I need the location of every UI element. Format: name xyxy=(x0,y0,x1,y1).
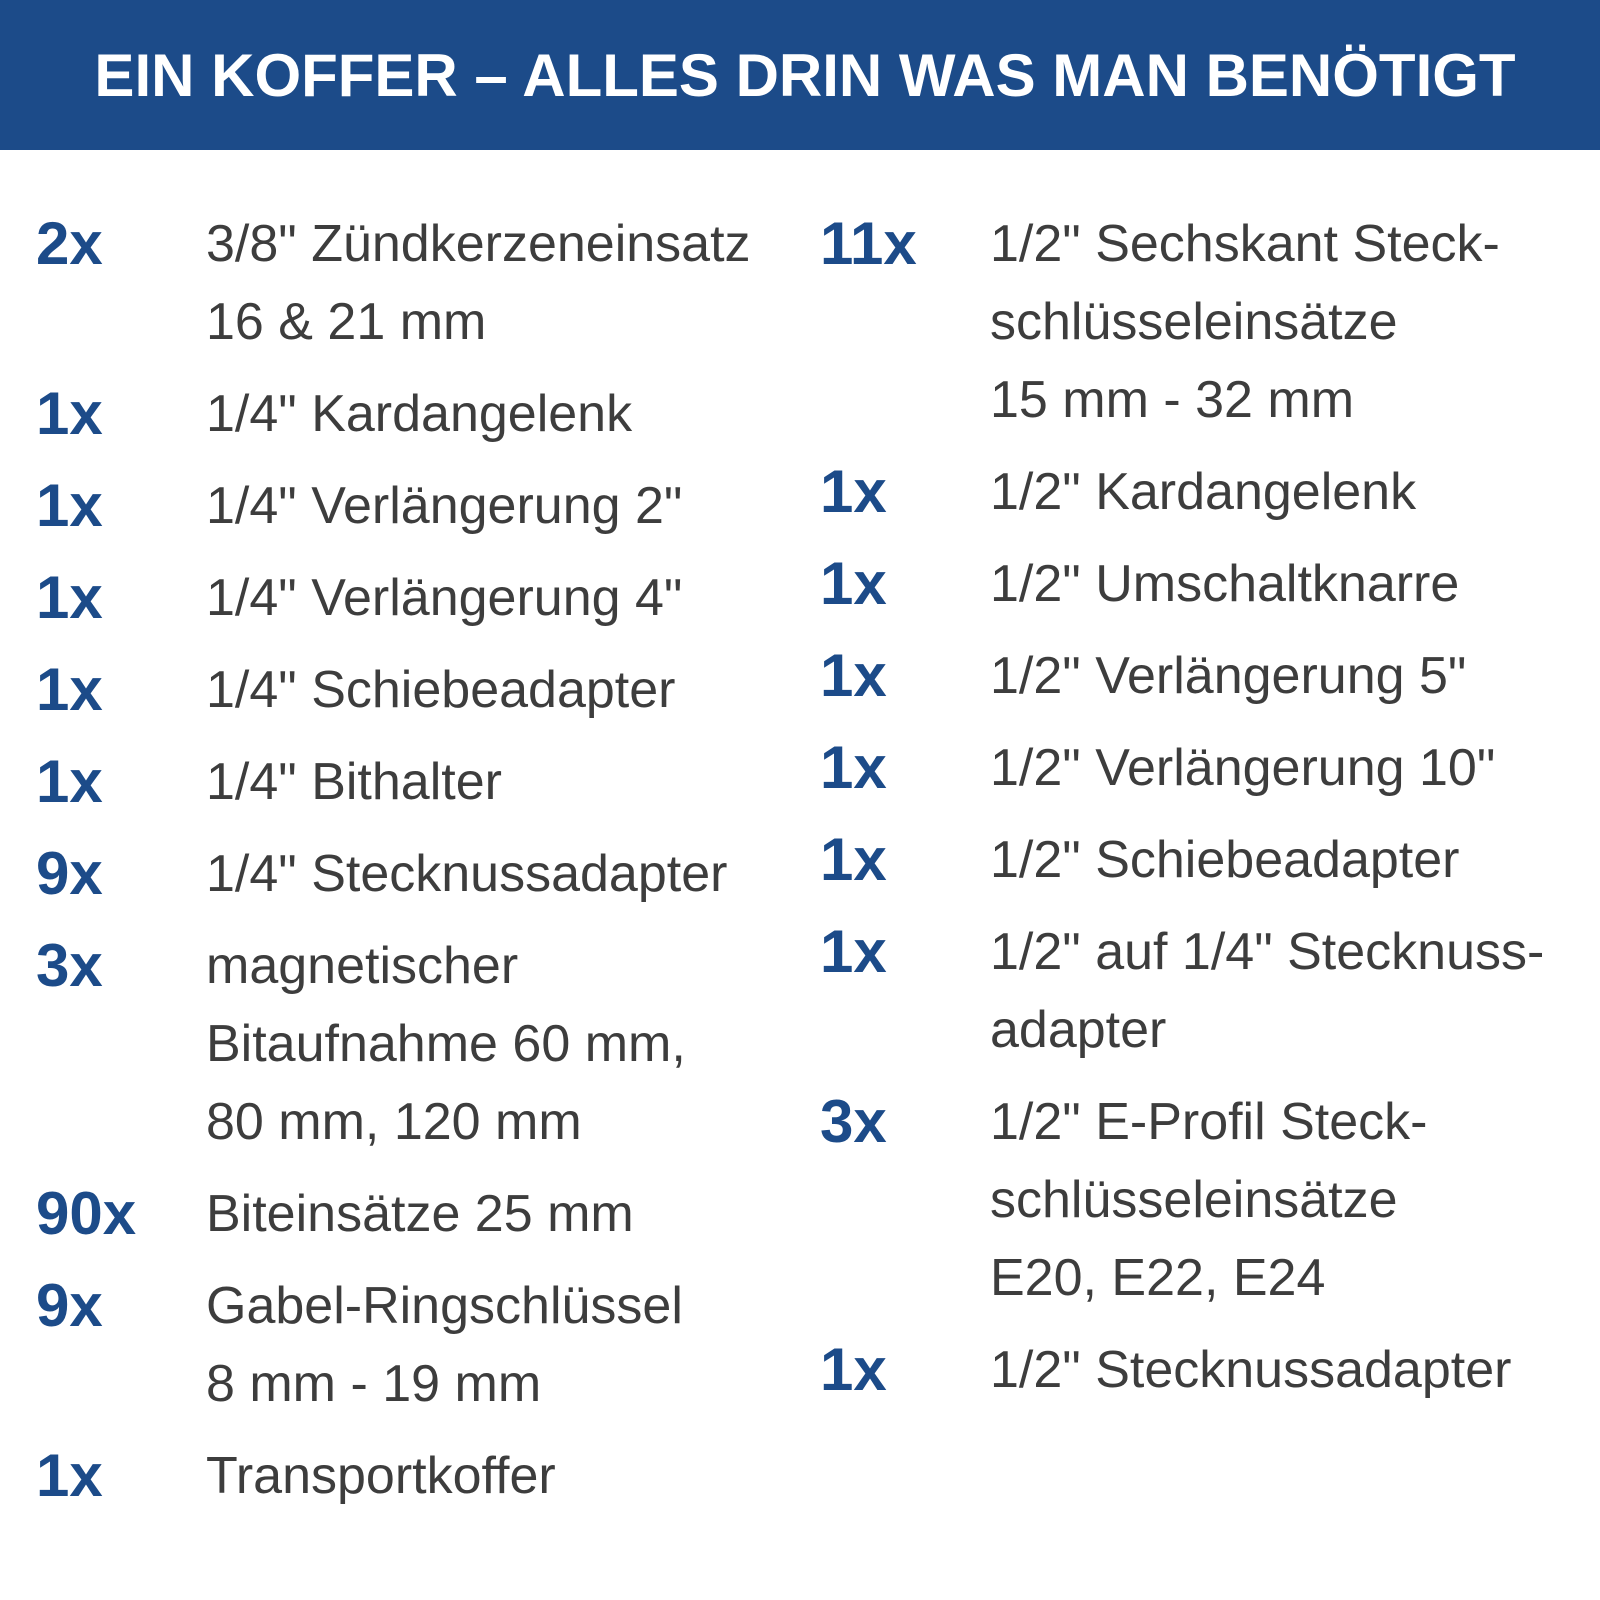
item-description: 1/2" Kardangelenk xyxy=(990,453,1416,531)
item-description-line: 1/4" Stecknussadapter xyxy=(206,845,728,903)
item-description: Gabel-Ringschlüssel 8 mm - 19 mm xyxy=(206,1267,683,1423)
item-quantity: 1x xyxy=(820,918,887,985)
item-description: 1/2" Stecknussadapter xyxy=(990,1331,1511,1409)
item-quantity: 1x xyxy=(820,734,887,801)
item-quantity: 9x xyxy=(36,840,103,907)
item-quantity: 3x xyxy=(36,932,103,999)
item-quantity: 2x xyxy=(36,210,103,277)
item-description: 1/4" Schiebeadapter xyxy=(206,651,675,729)
header-title: EIN KOFFER – ALLES DRIN WAS MAN BENÖTIGT xyxy=(94,41,1516,109)
item-description-line: 1/2" Umschaltknarre xyxy=(990,555,1460,613)
item-quantity: 3x xyxy=(820,1088,887,1155)
item-description-line: 1/2" Schiebeadapter xyxy=(990,831,1460,889)
item-quantity: 1x xyxy=(820,458,887,525)
item-quantity: 1x xyxy=(36,564,103,631)
item-description: 1/2" Sechskant Steck-schlüsseleinsätze 15… xyxy=(990,205,1500,439)
item-description-line: 3/8" Zündkerzeneinsatz xyxy=(206,215,751,273)
item-quantity: 1x xyxy=(820,642,887,709)
item-description-line: schlüsseleinsätze xyxy=(990,293,1398,351)
item-description-line: 80 mm, 120 mm xyxy=(206,1093,582,1151)
item-description-line: 1/2" Verlängerung 5" xyxy=(990,647,1467,705)
item-description-line: 1/4" Verlängerung 2" xyxy=(206,477,683,535)
item-description: Biteinsätze 25 mm xyxy=(206,1175,634,1253)
item-description-line: 1/2" Verlängerung 10" xyxy=(990,739,1496,797)
item-description-line: Bitaufnahme 60 mm, xyxy=(206,1015,686,1073)
item-description: 1/2" E-Profil Steck-schlüsseleinsätze E20… xyxy=(990,1083,1427,1317)
item-description: 3/8" Zündkerzeneinsatz 16 & 21 mm xyxy=(206,205,751,361)
item-description: 1/4" Bithalter xyxy=(206,743,502,821)
item-quantity: 1x xyxy=(820,550,887,617)
item-description: Transportkoffer xyxy=(206,1437,556,1515)
item-description-line: 15 mm - 32 mm xyxy=(990,371,1355,429)
item-description-line: 1/2" Kardangelenk xyxy=(990,463,1417,521)
item-quantity: 1x xyxy=(36,656,103,723)
item-description-line: Transportkoffer xyxy=(206,1447,556,1505)
item-description-line: adapter xyxy=(990,1001,1167,1059)
item-quantity: 1x xyxy=(36,472,103,539)
item-description-line: 8 mm - 19 mm xyxy=(206,1355,542,1413)
item-quantity: 9x xyxy=(36,1272,103,1339)
item-description: 1/2" Verlängerung 10" xyxy=(990,729,1495,807)
item-quantity: 1x xyxy=(36,748,103,815)
item-description-line: 1/4" Verlängerung 4" xyxy=(206,569,683,627)
item-description-line: 1/2" E-Profil Steck- xyxy=(990,1093,1428,1151)
item-description: 1/4" Stecknussadapter xyxy=(206,835,727,913)
item-description: 1/4" Verlängerung 2" xyxy=(206,467,682,545)
item-quantity: 11x xyxy=(820,210,917,277)
item-description-line: 1/2" Sechskant Steck- xyxy=(990,215,1500,273)
item-description-line: magnetischer xyxy=(206,937,519,995)
item-description: magnetischer Bitaufnahme 60 mm, 80 mm, 120… xyxy=(206,927,686,1161)
item-description-line: 1/4" Schiebeadapter xyxy=(206,661,676,719)
header-banner: EIN KOFFER – ALLES DRIN WAS MAN BENÖTIGT xyxy=(0,0,1600,150)
item-description-line: Biteinsätze 25 mm xyxy=(206,1185,634,1243)
item-description: 1/2" Schiebeadapter xyxy=(990,821,1459,899)
item-description-line: 1/2" Stecknussadapter xyxy=(990,1341,1512,1399)
item-quantity: 1x xyxy=(820,1336,887,1403)
item-quantity: 1x xyxy=(36,1442,103,1509)
item-description-line: 1/2" auf 1/4" Stecknuss- xyxy=(990,923,1545,981)
item-description-line: E20, E22, E24 xyxy=(990,1249,1326,1307)
item-description: 1/2" Umschaltknarre xyxy=(990,545,1459,623)
item-description-line: 1/4" Bithalter xyxy=(206,753,502,811)
item-description-line: schlüsseleinsätze xyxy=(990,1171,1398,1229)
item-description: 1/4" Kardangelenk xyxy=(206,375,632,453)
item-description-line: 1/4" Kardangelenk xyxy=(206,385,633,443)
item-description-line: 16 & 21 mm xyxy=(206,293,487,351)
item-description: 1/2" auf 1/4" Stecknuss-adapter xyxy=(990,913,1544,1069)
item-quantity: 1x xyxy=(820,826,887,893)
item-description-line: Gabel-Ringschlüssel xyxy=(206,1277,683,1335)
item-quantity: 1x xyxy=(36,380,103,447)
item-description: 1/2" Verlängerung 5" xyxy=(990,637,1466,715)
item-quantity: 90x xyxy=(36,1180,137,1247)
item-description: 1/4" Verlängerung 4" xyxy=(206,559,682,637)
